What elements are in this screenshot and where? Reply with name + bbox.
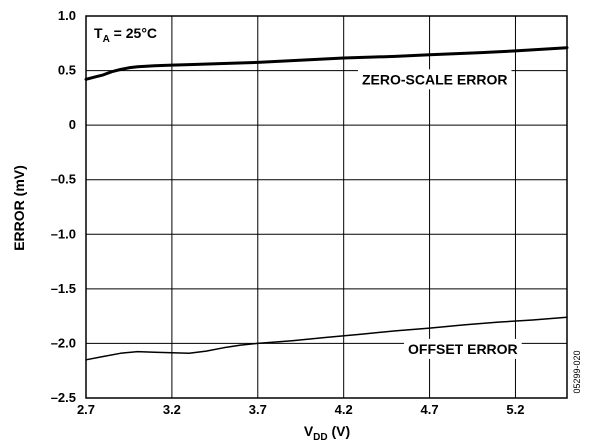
offset-error-label: OFFSET ERROR <box>408 341 518 357</box>
grid <box>86 16 567 398</box>
y-tick-label: –2.0 <box>51 335 76 350</box>
condition-sub: A <box>103 34 110 45</box>
x-tick-label: 4.2 <box>335 402 353 417</box>
y-tick-label: –1.0 <box>51 226 76 241</box>
y-tick-label: 0 <box>69 117 76 132</box>
xlabel-main: V <box>304 423 314 439</box>
x-tick-label: 4.7 <box>421 402 439 417</box>
xlabel-sub: DD <box>313 432 327 443</box>
x-axis-label: VDD (V) <box>304 423 350 443</box>
plot-frame <box>85 15 568 399</box>
y-tick-label: –1.5 <box>51 281 76 296</box>
x-tick-label: 5.2 <box>506 402 524 417</box>
series-line-1 <box>85 316 568 361</box>
condition-value: = 25°C <box>110 25 157 41</box>
y-tick-label: 1.0 <box>58 8 76 23</box>
x-tick-label: 3.2 <box>163 402 181 417</box>
xlabel-unit: (V) <box>328 423 351 439</box>
y-tick-label: –0.5 <box>51 172 76 187</box>
temperature-condition: TA = 25°C <box>94 25 157 45</box>
series-line-0 <box>84 46 569 81</box>
tick-labels: 2.7 3.2 3.7 4.2 4.7 5.2 1.0 0.5 0 –0.5 –1.0 –1.5 –2.… <box>51 8 525 417</box>
y-tick-label: –2.5 <box>51 390 76 405</box>
zero-scale-label-bg <box>358 69 512 90</box>
y-axis-label: ERROR (mV) <box>11 165 27 251</box>
condition-main: T <box>94 25 103 41</box>
x-tick-label: 3.7 <box>249 402 267 417</box>
series-lines <box>84 46 569 361</box>
y-tick-label: 0.5 <box>58 63 76 78</box>
zero-scale-error-label: ZERO-SCALE ERROR <box>362 71 507 87</box>
figure-id: 05299-020 <box>572 350 582 393</box>
offset-label-bg <box>404 338 522 359</box>
x-tick-label: 2.7 <box>77 402 95 417</box>
